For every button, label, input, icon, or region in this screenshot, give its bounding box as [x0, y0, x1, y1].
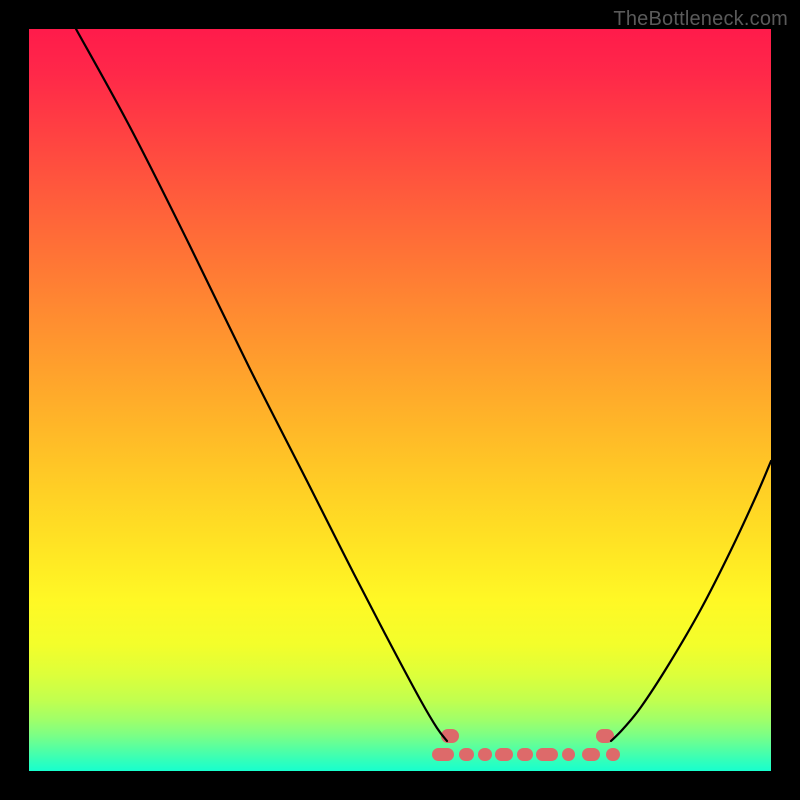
plot-area [29, 29, 771, 771]
bottleneck-curve [29, 29, 771, 771]
watermark-text: TheBottleneck.com [613, 8, 788, 31]
